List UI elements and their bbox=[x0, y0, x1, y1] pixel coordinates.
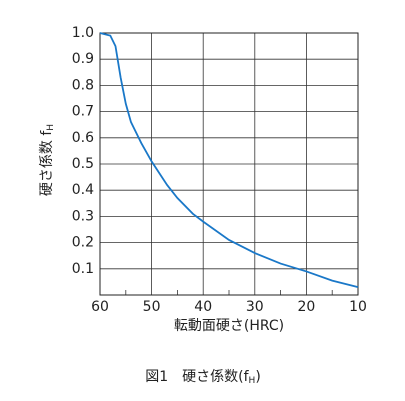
y-tick-label: 0.3 bbox=[72, 208, 94, 224]
x-tick-label: 10 bbox=[349, 299, 367, 315]
caption: 図1 硬さ係数(fH) bbox=[145, 369, 261, 386]
y-tick-label: 0.2 bbox=[72, 235, 94, 251]
y-tick-label: 0.7 bbox=[72, 104, 94, 120]
x-tick-label: 20 bbox=[297, 299, 315, 315]
x-tick-label: 30 bbox=[246, 299, 264, 315]
caption-end: ) bbox=[255, 369, 260, 385]
y-tick-label: 0.1 bbox=[72, 261, 94, 277]
x-tick-label: 50 bbox=[143, 299, 161, 315]
plot-frame bbox=[99, 32, 359, 296]
caption-subscript: H bbox=[249, 376, 256, 386]
x-tick-label: 40 bbox=[194, 299, 212, 315]
y-tick-label: 0.8 bbox=[72, 77, 94, 93]
y-tick-label: 1.0 bbox=[72, 25, 94, 41]
y-label-text: 硬さ係数 f bbox=[39, 130, 55, 196]
y-tick-label: 0.5 bbox=[72, 156, 94, 172]
y-tick-label: 0.9 bbox=[72, 51, 94, 67]
x-axis-label: 転動面硬さ(HRC) bbox=[174, 318, 284, 334]
line-series bbox=[99, 32, 359, 289]
y-tick-label: 0.4 bbox=[72, 182, 94, 198]
y-label-subscript: H bbox=[46, 124, 56, 131]
x-tick-label: 60 bbox=[91, 299, 109, 315]
y-tick-label: 0.6 bbox=[72, 130, 94, 146]
caption-text: 図1 硬さ係数(f bbox=[145, 369, 249, 385]
y-axis-label: 硬さ係数 fH bbox=[39, 124, 56, 196]
